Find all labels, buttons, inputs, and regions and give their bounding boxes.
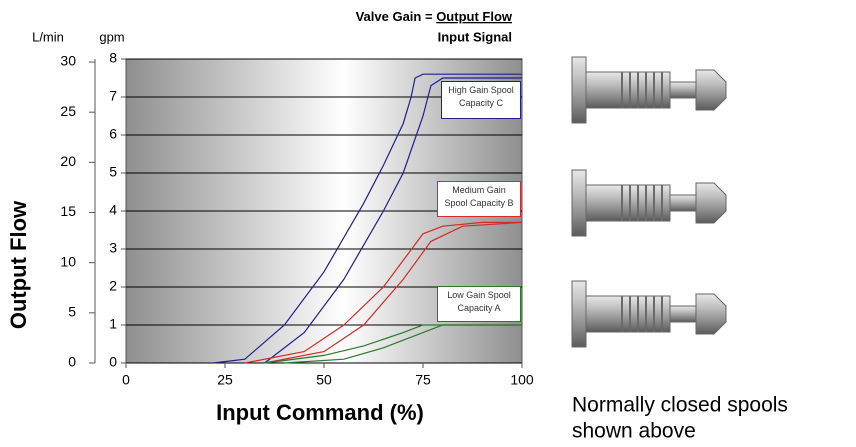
y-tick-label: 6 [109, 126, 117, 142]
y-tick-label: 3 [109, 240, 117, 256]
y2-tick-label: 30 [60, 53, 76, 69]
y2-unit: L/min [32, 29, 64, 44]
y2-tick-label: 20 [60, 153, 76, 169]
legend-label: Medium Gain Spool Capacity B [437, 181, 521, 217]
y2-tick-label: 0 [68, 354, 76, 370]
legend-box: Low Gain Spool Capacity A [437, 286, 521, 322]
series-line [264, 221, 523, 364]
y2-tick-label: 15 [60, 203, 76, 219]
legend-label: High Gain Spool Capacity C [441, 81, 521, 119]
x-tick-label: 0 [122, 372, 130, 388]
spool-image [571, 169, 727, 237]
x-axis-title: Input Command (%) [216, 400, 424, 425]
series-line [244, 221, 522, 364]
spool-image [571, 56, 727, 124]
y-tick-label: 8 [109, 50, 117, 66]
y-tick-label: 7 [109, 88, 117, 104]
y-tick-label: 5 [109, 164, 117, 180]
y-tick-label: 2 [109, 278, 117, 294]
chart-title: Valve Gain = Output Flow [356, 9, 513, 24]
spool-image [571, 280, 727, 348]
legend-label: Low Gain Spool Capacity A [437, 286, 521, 322]
y-tick-label: 4 [109, 202, 117, 218]
caption: Normally closed spools [572, 394, 788, 417]
legend-box: Medium Gain Spool Capacity B [437, 181, 521, 217]
series-line [264, 77, 522, 364]
y2-tick-label: 25 [60, 103, 76, 119]
chart-title-denominator: Input Signal [438, 29, 512, 44]
y2-tick-label: 10 [60, 253, 76, 269]
series-line [213, 73, 522, 364]
x-tick-label: 75 [415, 372, 431, 388]
y-tick-label: 1 [109, 316, 117, 332]
y-axis-title: Output Flow [6, 200, 31, 329]
caption: shown above [572, 420, 696, 443]
y-unit: gpm [99, 29, 124, 44]
series-line [264, 324, 522, 364]
x-tick-label: 100 [510, 372, 534, 388]
x-tick-label: 25 [217, 372, 233, 388]
y2-tick-label: 5 [68, 304, 76, 320]
legend-box: High Gain Spool Capacity C [441, 81, 521, 119]
x-tick-label: 50 [316, 372, 332, 388]
series-line [284, 324, 522, 364]
y-tick-label: 0 [109, 354, 117, 370]
